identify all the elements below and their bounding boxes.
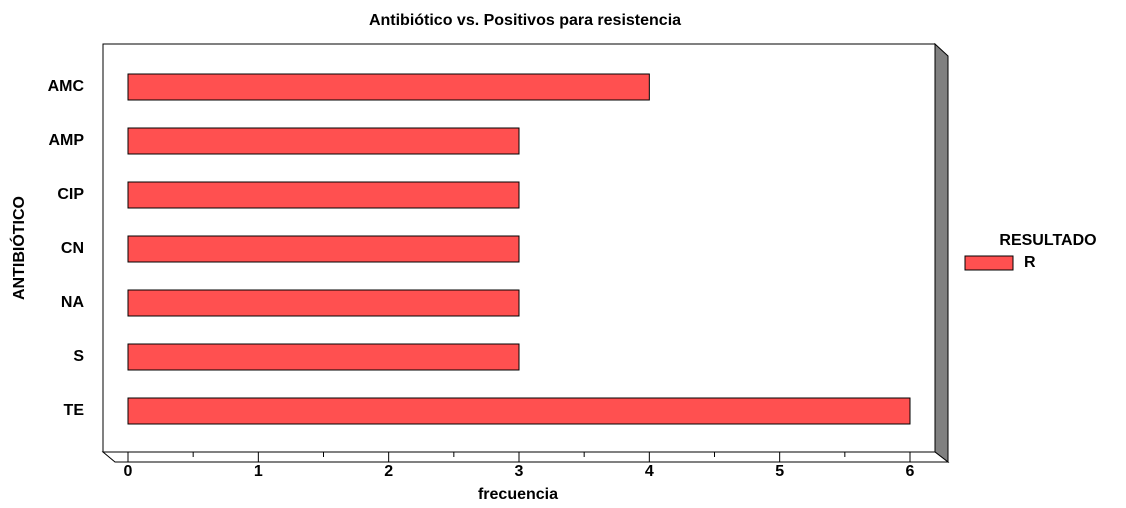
legend-label: R	[1024, 254, 1036, 271]
bar	[127, 73, 650, 101]
y-tick-label: AMC	[48, 78, 85, 95]
bar	[127, 343, 520, 371]
frame-floor	[101, 451, 950, 463]
chart-title: Antibiótico vs. Positivos para resistenc…	[369, 12, 681, 29]
bar	[127, 181, 520, 209]
x-tick-label: 4	[645, 463, 654, 480]
y-axis-label: ANTIBIÓTICO	[9, 196, 28, 300]
bar	[127, 127, 520, 155]
x-tick-label: 3	[515, 463, 524, 480]
x-tick-label: 5	[775, 463, 784, 480]
bar	[127, 397, 911, 425]
x-tick-label: 1	[254, 463, 263, 480]
y-tick-label: TE	[64, 402, 85, 419]
y-tick-label: NA	[61, 294, 85, 311]
frame-depth	[934, 42, 949, 464]
bar	[127, 235, 520, 263]
y-tick-label: AMP	[48, 132, 84, 149]
y-tick-label: S	[73, 348, 84, 365]
x-tick-label: 6	[906, 463, 915, 480]
x-tick-label: 0	[124, 463, 133, 480]
legend-swatch	[964, 255, 1014, 271]
x-axis-label: frecuencia	[478, 486, 558, 503]
y-tick-label: CIP	[57, 186, 84, 203]
y-tick-label: CN	[61, 240, 84, 257]
x-tick-label: 2	[384, 463, 393, 480]
legend-title: RESULTADO	[999, 232, 1096, 249]
bar	[127, 289, 520, 317]
